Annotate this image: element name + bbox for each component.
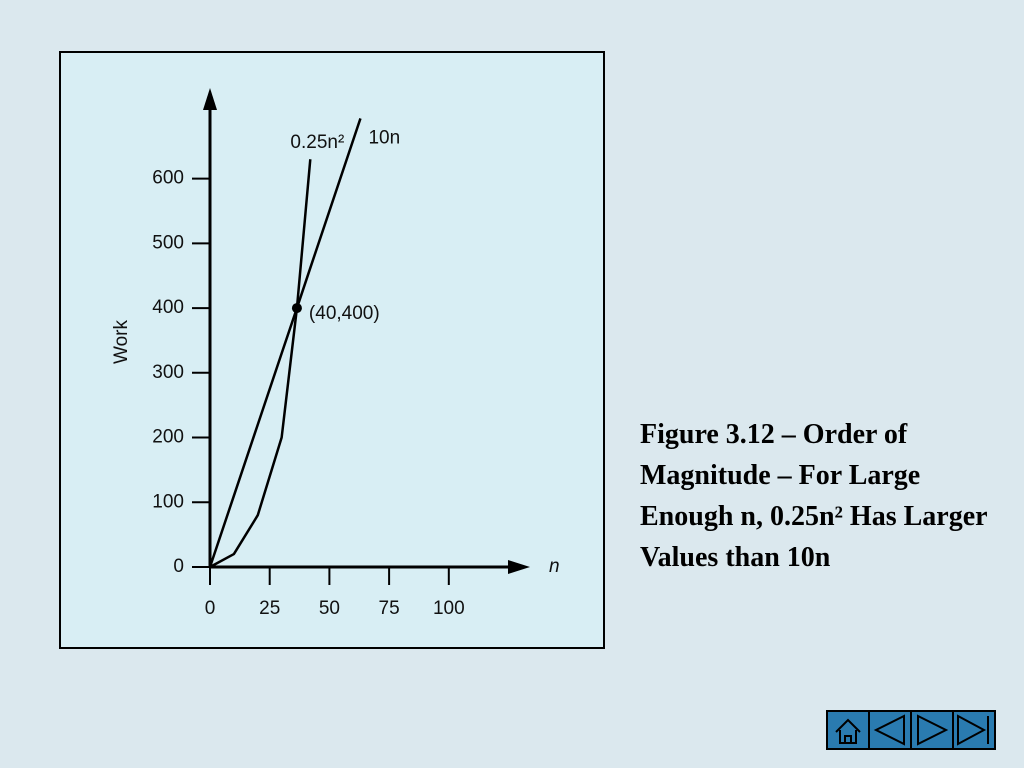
x-tick-label: 0 bbox=[205, 598, 216, 619]
y-tick-label: 200 bbox=[152, 427, 184, 448]
series-line bbox=[208, 118, 362, 568]
x-tick-label: 75 bbox=[379, 598, 400, 619]
chart-panel bbox=[59, 51, 605, 649]
nav-bar bbox=[826, 710, 996, 750]
annotation-label: (40,400) bbox=[309, 303, 380, 324]
y-tick-label: 600 bbox=[152, 168, 184, 189]
y-tick-label: 500 bbox=[152, 232, 184, 253]
x-axis-arrow bbox=[508, 560, 530, 574]
x-tick-label: 25 bbox=[259, 598, 280, 619]
prev-icon bbox=[873, 714, 905, 746]
series-label: 0.25n² bbox=[290, 132, 344, 153]
y-tick-label: 400 bbox=[152, 297, 184, 318]
y-axis-arrow bbox=[203, 88, 217, 110]
y-axis-label: Work bbox=[111, 320, 132, 364]
x-tick-label: 50 bbox=[319, 598, 340, 619]
y-tick-label: 100 bbox=[152, 491, 184, 512]
home-icon bbox=[835, 718, 861, 744]
series-line bbox=[209, 159, 312, 569]
x-axis-label: n bbox=[549, 556, 560, 577]
annotation-point bbox=[291, 303, 302, 314]
next-icon bbox=[917, 714, 949, 746]
x-tick-label: 100 bbox=[433, 598, 465, 619]
end-icon bbox=[957, 714, 989, 746]
series-label: 10n bbox=[368, 127, 400, 148]
caption: Figure 3.12 – Order of Magnitude – For L… bbox=[640, 419, 988, 573]
y-tick-label: 300 bbox=[152, 362, 184, 383]
y-tick-label: 0 bbox=[173, 556, 184, 577]
